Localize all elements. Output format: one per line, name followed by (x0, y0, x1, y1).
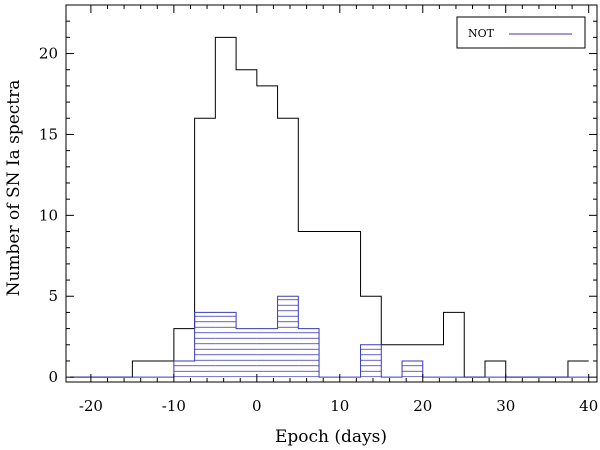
x-tick-label: 0 (252, 397, 262, 415)
not-bar (360, 344, 382, 378)
not-bar (298, 328, 320, 378)
plot-frame (65, 4, 598, 383)
all-spectra-histogram (70, 36, 589, 378)
legend-label-not: NOT (468, 27, 495, 40)
not-bar (277, 296, 299, 378)
y-tick-label: 0 (48, 368, 58, 386)
x-tick-label: 10 (330, 397, 349, 415)
not-bar (256, 328, 278, 378)
x-axis-title: Epoch (days) (275, 427, 387, 447)
not-bar (173, 360, 195, 378)
y-tick-label: 20 (39, 45, 58, 63)
legend-box (456, 16, 586, 49)
not-bar (194, 312, 216, 378)
y-tick-label: 5 (48, 287, 58, 305)
not-bar (402, 360, 423, 378)
not-bar (236, 328, 257, 378)
legend: NOT (456, 16, 586, 49)
x-tick-label: -20 (79, 397, 103, 415)
y-tick-label: 10 (39, 206, 58, 224)
y-axis-title: Number of SN Ia spectra (4, 80, 24, 297)
x-tick-label: -10 (162, 397, 186, 415)
y-tick-label: 15 (39, 125, 58, 143)
x-tick-label: 30 (496, 397, 515, 415)
x-tick-label: 20 (413, 397, 432, 415)
x-tick-label: 40 (579, 397, 598, 415)
not-bar (215, 312, 237, 378)
not-spectra-histogram (70, 295, 589, 378)
